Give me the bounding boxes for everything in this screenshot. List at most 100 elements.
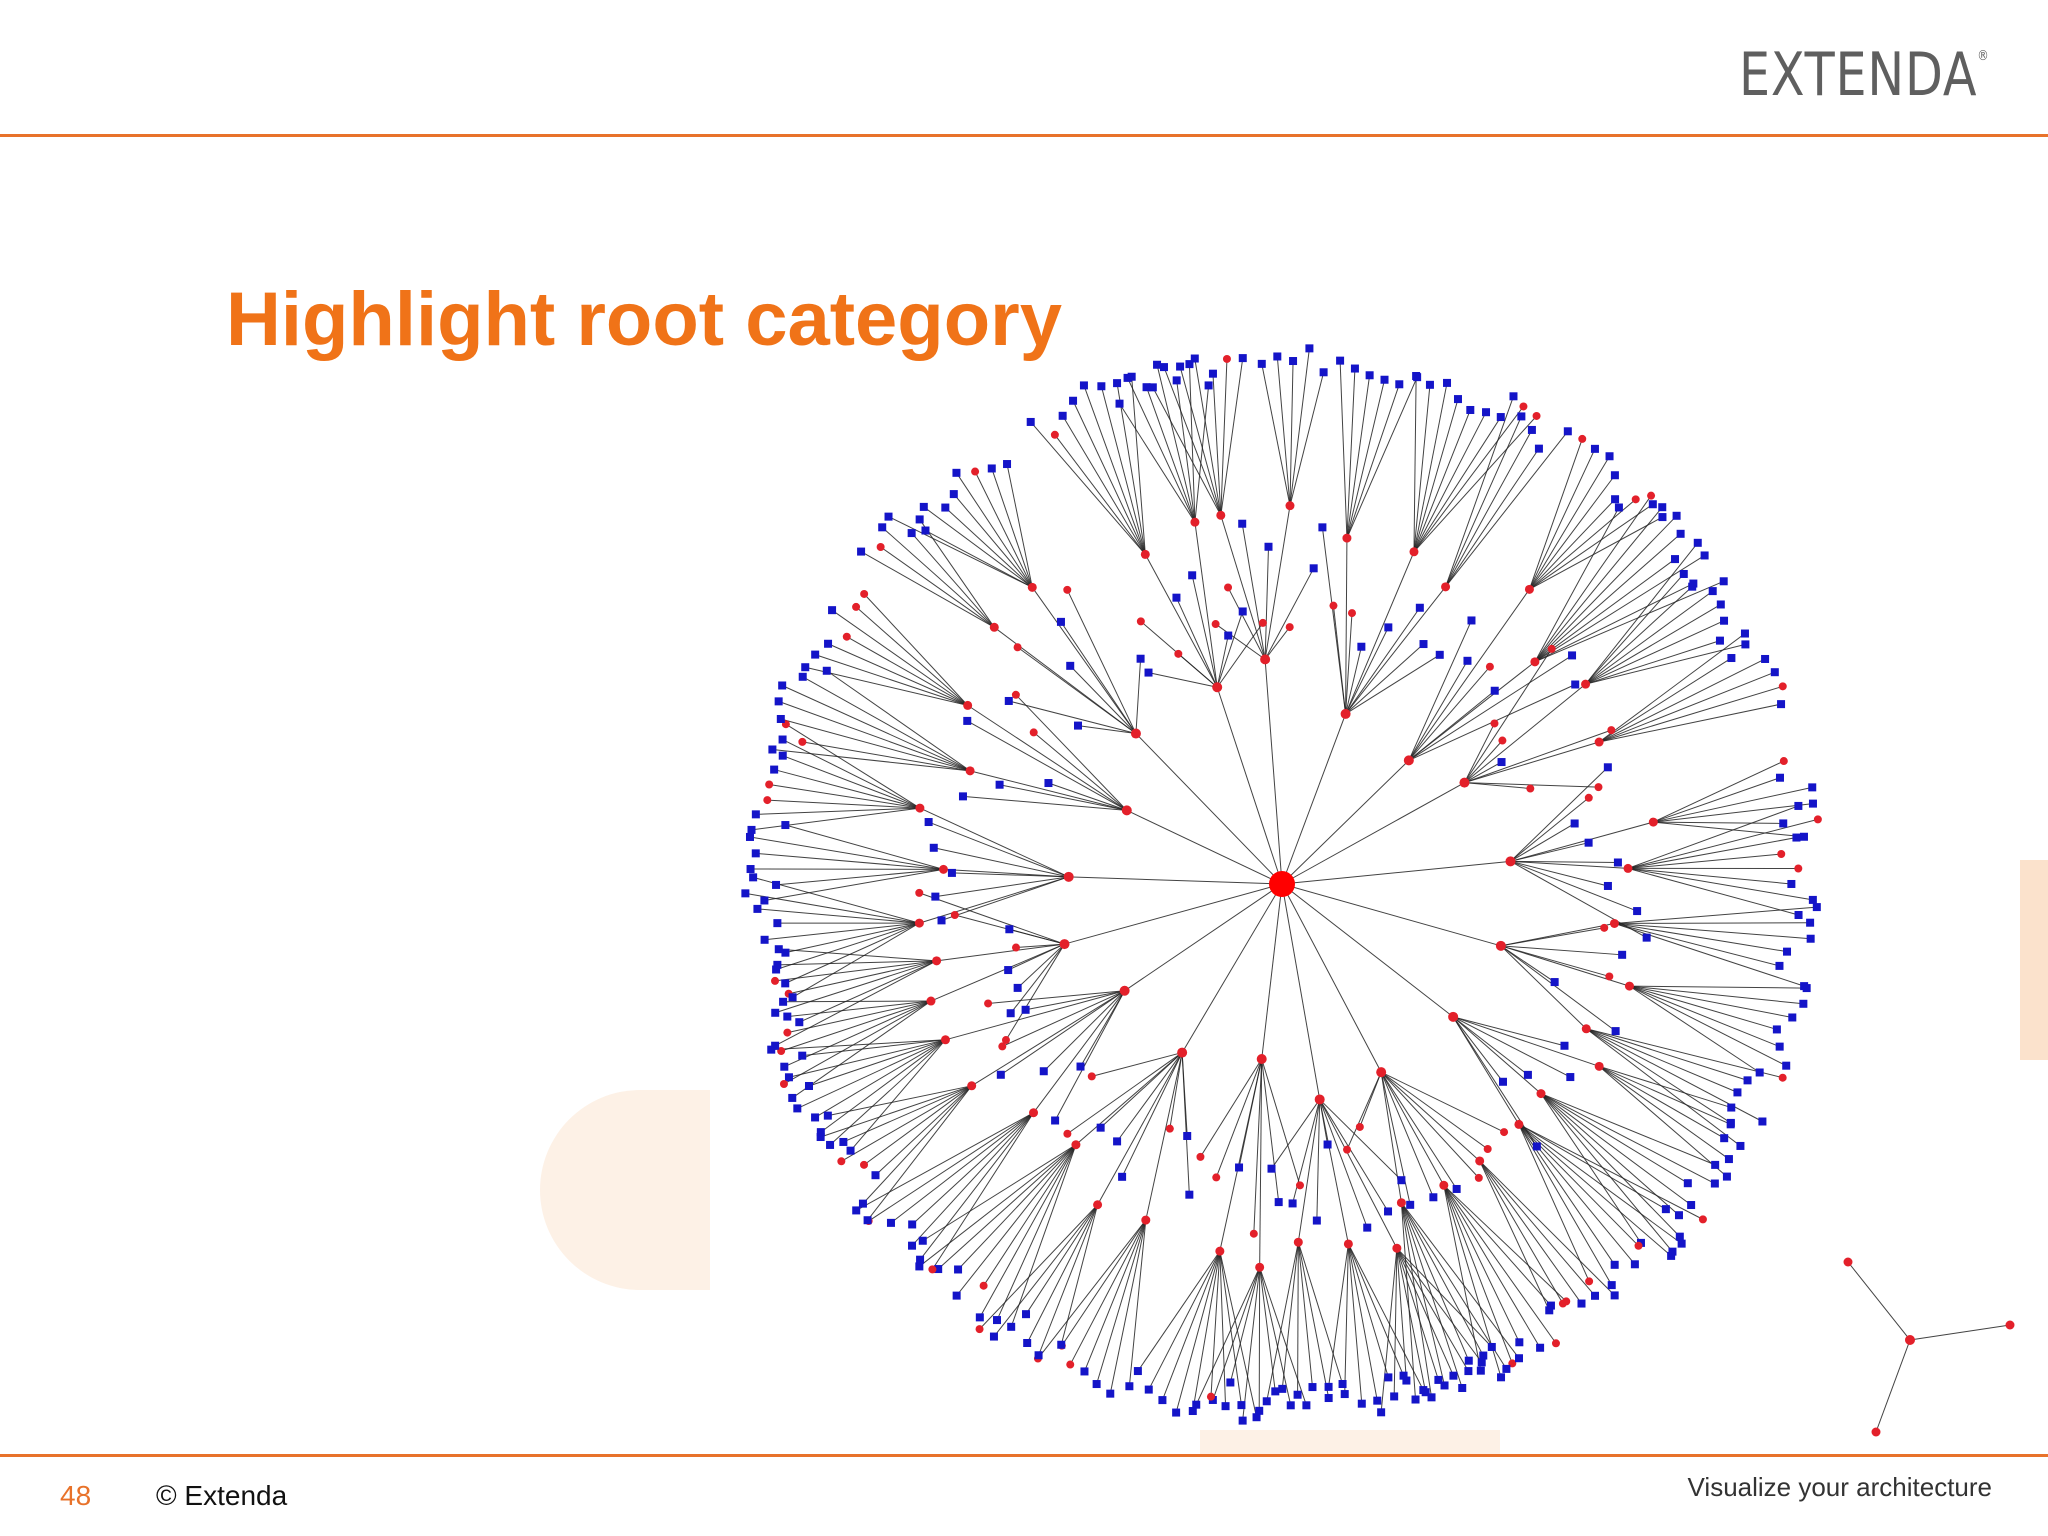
graph-edge: [928, 821, 1069, 878]
graph-edge: [1528, 448, 1596, 590]
graph-edge: [956, 472, 1033, 588]
graph-edge: [1380, 1071, 1458, 1190]
graph-edge: [1128, 1220, 1147, 1387]
category-node: [928, 1265, 937, 1274]
graph-edge: [1152, 387, 1222, 516]
leaf-node: [1577, 1299, 1586, 1308]
category-node: [950, 911, 959, 920]
graph-edge: [999, 784, 1127, 811]
graph-edge: [1264, 568, 1315, 660]
leaf-node: [1144, 1385, 1153, 1394]
graph-edge: [1030, 421, 1146, 555]
graph-edge: [1464, 683, 1586, 784]
leaf-node: [1003, 460, 1012, 469]
leaf-node: [1708, 587, 1717, 596]
graph-edge: [1528, 438, 1583, 590]
leaf-node: [1384, 623, 1393, 632]
graph-edge: [1264, 546, 1270, 660]
leaf-node: [774, 945, 783, 954]
footer-divider: [0, 1454, 2048, 1457]
graph-edge: [919, 1144, 1077, 1267]
graph-edge: [911, 532, 995, 628]
graph-edge: [1585, 620, 1725, 685]
graph-edge: [1629, 985, 1787, 1067]
leaf-node: [1777, 700, 1786, 709]
graph-edge: [755, 807, 920, 815]
category-node: [1130, 728, 1141, 739]
leaf-node: [1115, 399, 1124, 408]
graph-edge: [1048, 782, 1127, 811]
leaf-node: [1675, 1232, 1684, 1241]
graph-edge: [826, 670, 971, 772]
graph-edge: [1443, 1185, 1541, 1348]
graph-edge: [1510, 842, 1589, 862]
leaf-node: [929, 843, 938, 852]
graph-edge: [1328, 1243, 1349, 1387]
leaf-node: [915, 1262, 924, 1271]
leaf-node: [1630, 1260, 1639, 1269]
leaf-node: [1257, 359, 1266, 368]
leaf-node: [1808, 783, 1817, 792]
graph-edge: [1212, 373, 1222, 516]
graph-edge: [1100, 1052, 1183, 1129]
graph-edge: [1479, 1160, 1582, 1304]
graph-edge: [1380, 1071, 1488, 1150]
leaf-node: [751, 849, 760, 858]
graph-edge: [1261, 883, 1283, 1060]
graph-edge: [1534, 533, 1681, 663]
graph-edge: [1347, 1243, 1363, 1404]
graph-edge: [1346, 376, 1418, 539]
graph-edge: [1585, 590, 1714, 685]
graph-edge: [1127, 377, 1196, 523]
graph-edge: [1219, 1251, 1258, 1418]
category-node: [1029, 728, 1038, 737]
category-node: [967, 1081, 977, 1091]
leaf-node: [1482, 408, 1491, 417]
category-node: [779, 1079, 788, 1088]
category-node: [1212, 1173, 1221, 1182]
leaf-node: [1023, 1338, 1032, 1347]
leaf-node: [1384, 1207, 1393, 1216]
graph-edge: [764, 922, 920, 941]
leaf-node: [1204, 381, 1213, 390]
leaf-node: [1443, 378, 1452, 387]
leaf-node: [772, 880, 781, 889]
category-node: [915, 888, 924, 897]
graph-edge: [1534, 558, 1676, 663]
leaf-node: [1312, 1216, 1321, 1225]
leaf-node: [1066, 661, 1075, 670]
leaf-node: [996, 1070, 1005, 1079]
graph-edge: [782, 755, 921, 809]
category-node: [971, 467, 980, 476]
leaf-node: [1274, 1198, 1283, 1207]
graph-edge: [749, 836, 944, 870]
graph-edge: [1264, 626, 1291, 660]
graph-edge: [783, 1000, 931, 1003]
leaf-node: [1727, 654, 1736, 663]
graph-edge: [1510, 823, 1575, 862]
leaf-node: [1772, 1025, 1781, 1034]
graph-edge: [1297, 1242, 1330, 1399]
graph-edge: [775, 868, 944, 886]
leaf-node: [1611, 1027, 1620, 1036]
graph-edge: [1408, 620, 1472, 761]
category-node: [1551, 1339, 1560, 1348]
category-node: [1605, 972, 1614, 981]
leaf-node: [918, 1236, 927, 1245]
graph-edge: [1054, 990, 1126, 1121]
graph-edge: [1413, 411, 1487, 553]
graph-edge: [1038, 1204, 1099, 1356]
category-node: [1698, 1215, 1707, 1224]
category-node: [979, 1281, 988, 1290]
graph-edge: [1220, 358, 1228, 516]
graph-edge: [957, 1144, 1077, 1270]
graph-edge: [831, 609, 968, 706]
graph-edge: [815, 654, 968, 706]
category-node: [1029, 1108, 1039, 1118]
leaf-node: [1740, 629, 1749, 638]
leaf-node: [1026, 417, 1035, 426]
graph-edge: [1281, 883, 1321, 1100]
graph-edge: [1347, 1243, 1389, 1378]
leaf-node: [811, 1113, 820, 1122]
graph-edge: [1281, 860, 1511, 885]
